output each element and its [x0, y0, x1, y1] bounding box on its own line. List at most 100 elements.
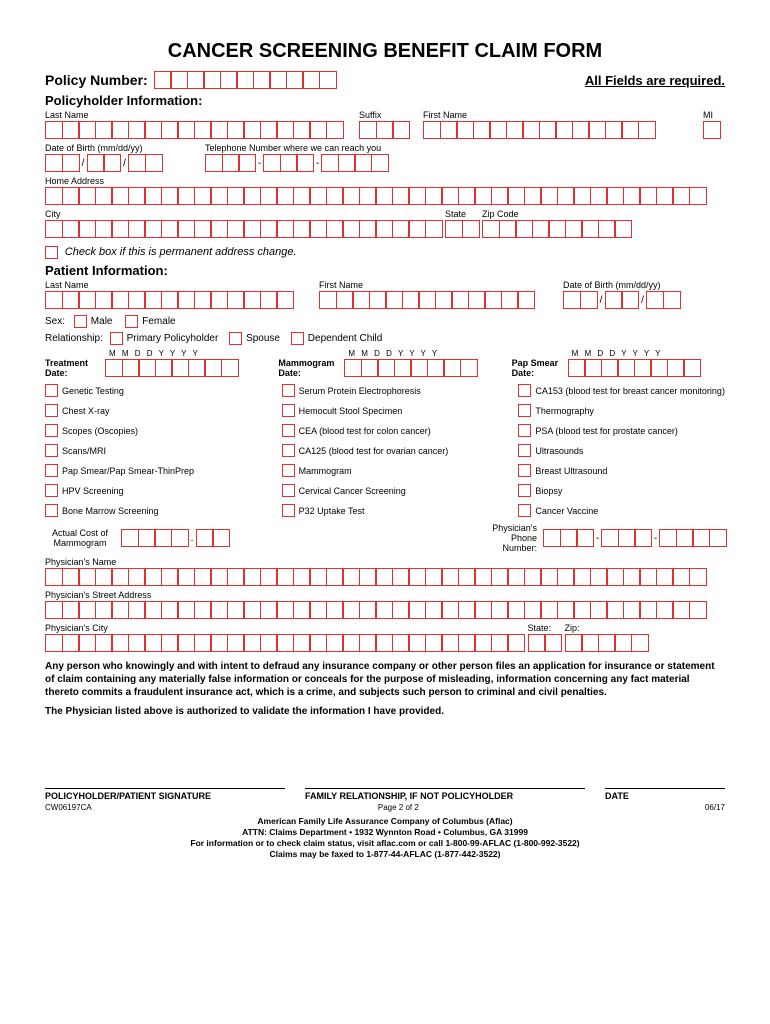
male-label: Male [91, 316, 113, 327]
dob-boxes[interactable]: // [45, 154, 161, 172]
spouse-label: Spouse [246, 333, 280, 344]
policy-number-boxes[interactable] [154, 71, 336, 89]
legal-text-1: Any person who knowingly and with intent… [45, 660, 725, 699]
patient-section: Patient Information: [45, 263, 725, 278]
test-checkbox[interactable] [45, 464, 58, 477]
pt-first-name-label: First Name [319, 280, 559, 290]
phys-city-boxes[interactable] [45, 634, 524, 652]
test-item: Biopsy [518, 484, 725, 497]
signature-line-1[interactable] [45, 788, 285, 789]
male-checkbox[interactable] [74, 315, 87, 328]
suffix-label: Suffix [359, 110, 419, 120]
city-label: City [45, 209, 441, 219]
female-checkbox[interactable] [125, 315, 138, 328]
signature-line-2[interactable] [305, 788, 585, 789]
actual-cost-label: Actual Cost of Mammogram [45, 528, 115, 548]
test-checkbox[interactable] [518, 444, 531, 457]
phys-addr-boxes[interactable] [45, 601, 725, 619]
phys-city-label: Physician's City [45, 623, 524, 633]
phys-phone-label: Physician's Phone Number: [477, 523, 537, 553]
test-label: CEA (blood test for colon cancer) [299, 426, 431, 436]
mi-boxes[interactable] [703, 121, 725, 139]
test-checkbox[interactable] [282, 424, 295, 437]
test-checkbox[interactable] [45, 424, 58, 437]
relationship-label: Relationship: [45, 333, 103, 344]
signature-label-3: DATE [605, 791, 725, 801]
test-checkbox[interactable] [518, 384, 531, 397]
test-label: Scopes (Oscopies) [62, 426, 138, 436]
zip-boxes[interactable] [482, 220, 631, 238]
policy-number-label: Policy Number: [45, 72, 148, 88]
test-label: Scans/MRI [62, 446, 106, 456]
test-checkbox[interactable] [282, 484, 295, 497]
test-checkbox[interactable] [45, 404, 58, 417]
dependent-checkbox[interactable] [291, 332, 304, 345]
last-name-boxes[interactable] [45, 121, 355, 139]
test-label: Cervical Cancer Screening [299, 486, 406, 496]
signature-label-1: POLICYHOLDER/PATIENT SIGNATURE [45, 791, 285, 801]
zip-label: Zip Code [482, 209, 631, 219]
test-checkbox[interactable] [518, 504, 531, 517]
primary-checkbox[interactable] [110, 332, 123, 345]
phys-zip-boxes[interactable] [565, 634, 648, 652]
test-label: P32 Uptake Test [299, 506, 365, 516]
phys-addr-label: Physician's Street Address [45, 590, 725, 600]
tests-grid: Genetic TestingChest X-rayScopes (Oscopi… [45, 384, 725, 517]
perm-address-checkbox[interactable] [45, 246, 58, 259]
city-boxes[interactable] [45, 220, 441, 238]
test-item: Scans/MRI [45, 444, 252, 457]
signature-line-3[interactable] [605, 788, 725, 789]
phone-label: Telephone Number where we can reach you [205, 143, 387, 153]
treatment-date-boxes[interactable] [105, 359, 237, 377]
phone-boxes[interactable]: -- [205, 154, 387, 172]
state-label: State [445, 209, 478, 219]
pt-first-name-boxes[interactable] [319, 291, 559, 309]
form-number: CW06197CA [45, 803, 92, 812]
dependent-label: Dependent Child [308, 333, 383, 344]
test-checkbox[interactable] [282, 504, 295, 517]
test-checkbox[interactable] [45, 504, 58, 517]
test-item: P32 Uptake Test [282, 504, 489, 517]
mammogram-date-boxes[interactable] [344, 359, 476, 377]
test-checkbox[interactable] [45, 484, 58, 497]
test-checkbox[interactable] [282, 404, 295, 417]
test-label: Hemocult Stool Specimen [299, 406, 403, 416]
spouse-checkbox[interactable] [229, 332, 242, 345]
test-label: CA153 (blood test for breast cancer moni… [535, 386, 725, 396]
home-address-boxes[interactable] [45, 187, 725, 205]
test-item: Scopes (Oscopies) [45, 424, 252, 437]
primary-label: Primary Policyholder [127, 333, 219, 344]
test-label: Chest X-ray [62, 406, 110, 416]
home-address-label: Home Address [45, 176, 725, 186]
test-checkbox[interactable] [518, 404, 531, 417]
legal-text-2: The Physician listed above is authorized… [45, 705, 725, 718]
test-checkbox[interactable] [282, 464, 295, 477]
test-checkbox[interactable] [518, 484, 531, 497]
pt-dob-boxes[interactable]: // [563, 291, 679, 309]
suffix-boxes[interactable] [359, 121, 419, 139]
test-checkbox[interactable] [518, 424, 531, 437]
test-checkbox[interactable] [518, 464, 531, 477]
footer-line-2: ATTN: Claims Department • 1932 Wynnton R… [45, 827, 725, 838]
first-name-boxes[interactable] [423, 121, 699, 139]
test-item: CA125 (blood test for ovarian cancer) [282, 444, 489, 457]
actual-cost-boxes[interactable]: . [121, 529, 229, 547]
papsmear-date-header: M M D D Y Y Y Y [572, 349, 725, 358]
mammogram-date-label: Mammogram Date: [278, 358, 344, 378]
last-name-label: Last Name [45, 110, 355, 120]
state-boxes[interactable] [445, 220, 478, 238]
mammogram-date-header: M M D D Y Y Y Y [348, 349, 491, 358]
phys-phone-boxes[interactable]: -- [543, 529, 725, 547]
perm-address-label: Check box if this is permanent address c… [65, 246, 297, 258]
phys-name-boxes[interactable] [45, 568, 725, 586]
test-item: Cervical Cancer Screening [282, 484, 489, 497]
phys-state-boxes[interactable] [528, 634, 561, 652]
pt-last-name-boxes[interactable] [45, 291, 315, 309]
test-checkbox[interactable] [45, 384, 58, 397]
phys-state-label: State: [528, 623, 561, 633]
test-checkbox[interactable] [282, 384, 295, 397]
test-label: Pap Smear/Pap Smear-ThinPrep [62, 466, 194, 476]
test-checkbox[interactable] [282, 444, 295, 457]
test-checkbox[interactable] [45, 444, 58, 457]
papsmear-date-boxes[interactable] [568, 359, 700, 377]
